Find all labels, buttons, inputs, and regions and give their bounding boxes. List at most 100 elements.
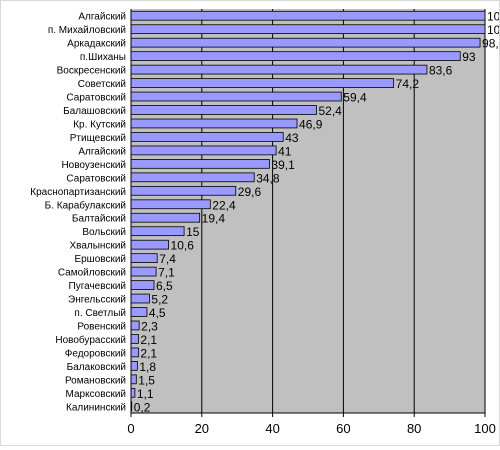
bar — [130, 64, 428, 75]
category-label: п.Шиханы — [80, 52, 126, 63]
value-label: 5,2 — [151, 293, 168, 307]
bar — [130, 293, 150, 304]
bar — [130, 91, 342, 102]
bar — [130, 10, 486, 21]
plot-area — [131, 9, 485, 413]
bar — [130, 307, 148, 317]
value-label: 1,1 — [137, 387, 154, 401]
x-tick-label: 0 — [127, 421, 134, 436]
category-labels: Алгайский п. Михайловский Аркадакский п.Ших… — [30, 12, 126, 414]
category-label: Самойловский — [58, 268, 126, 279]
category-label: Балашовский — [63, 106, 126, 117]
bar — [130, 172, 255, 183]
category-label: Советский — [78, 79, 126, 90]
bar — [130, 185, 237, 196]
bar — [130, 159, 270, 169]
bar — [130, 387, 136, 398]
value-label: 4,5 — [149, 306, 166, 320]
value-label: 15 — [186, 225, 200, 239]
bar — [130, 78, 395, 88]
value-label: 1,8 — [139, 360, 156, 374]
category-label: Марксовский — [66, 389, 126, 400]
category-label: п. Светлый — [74, 308, 126, 319]
category-label: Саратовский — [66, 93, 126, 104]
value-label: 100 — [487, 23, 499, 37]
value-label: 7,1 — [158, 266, 175, 280]
bar — [130, 374, 137, 385]
category-label: Алгайский — [78, 12, 126, 23]
category-label: Балаковский — [67, 362, 126, 373]
value-label: 52,4 — [318, 104, 342, 118]
value-label: 59,4 — [343, 91, 367, 105]
value-label: 1,5 — [138, 373, 155, 387]
x-tick-label: 40 — [265, 421, 279, 436]
value-label: 10,6 — [171, 239, 195, 253]
category-label: Калининский — [66, 402, 126, 413]
value-label: 6,5 — [156, 279, 173, 293]
category-label: Романовский — [65, 375, 126, 386]
value-label: 39,1 — [271, 158, 295, 172]
value-label: 98,6 — [482, 37, 499, 51]
bar — [130, 212, 201, 223]
gridlines — [201, 9, 486, 413]
value-label: 46,9 — [299, 117, 323, 131]
value-label: 93 — [462, 50, 476, 64]
bar — [130, 132, 284, 142]
value-label: 2,1 — [140, 333, 157, 347]
bar — [130, 51, 461, 61]
category-label: Кр. Кутский — [73, 119, 126, 130]
value-label: 7,4 — [159, 252, 176, 266]
category-label: Вольский — [82, 227, 126, 238]
bar — [130, 37, 481, 48]
value-label: 2,3 — [141, 319, 158, 333]
value-label: 83,6 — [429, 64, 453, 78]
category-label: Аркадакский — [67, 39, 126, 50]
value-label: 74,2 — [396, 77, 420, 91]
bar — [130, 145, 277, 156]
category-label: Новобурасский — [55, 334, 126, 346]
value-label: 29,6 — [238, 185, 262, 199]
value-label: 22,4 — [212, 198, 236, 212]
category-label: Краснопартизанский — [30, 187, 126, 198]
x-tick-label: 100 — [474, 421, 496, 436]
bar — [130, 334, 139, 344]
bars — [130, 10, 486, 412]
value-label: 43 — [285, 131, 299, 145]
x-axis-ticks: 0 20 40 60 80 100 — [127, 413, 496, 436]
category-label: Федоровский — [65, 348, 126, 359]
category-label: Ровенский — [77, 321, 126, 332]
category-label: Б. Карабулакский — [45, 199, 126, 211]
value-label: 0,2 — [134, 400, 151, 414]
bar — [130, 253, 158, 263]
bar — [130, 266, 157, 277]
bar — [130, 320, 140, 331]
category-label: п. Михайловский — [48, 25, 126, 36]
value-label: 19,4 — [202, 212, 226, 226]
value-label: 34,8 — [256, 171, 280, 185]
category-label: Новоузенский — [61, 160, 126, 171]
category-label: Хвалынский — [69, 241, 126, 252]
value-label: 2,1 — [140, 346, 157, 360]
bar — [130, 226, 185, 237]
value-labels: 10010098,69383,674,259,452,446,9434139,1… — [134, 10, 500, 415]
category-label: Саратовский — [66, 173, 126, 184]
category-label: Энгельсский — [68, 295, 126, 306]
bar — [130, 118, 298, 129]
x-tick-label: 60 — [336, 421, 350, 436]
bar — [130, 105, 317, 115]
bar — [130, 239, 169, 250]
category-label: Воскресенский — [57, 66, 126, 77]
x-tick-label: 20 — [195, 421, 209, 436]
bar — [130, 24, 486, 35]
category-label: Балтайский — [72, 214, 126, 225]
bar — [130, 280, 155, 290]
category-label: Ершовский — [74, 254, 126, 265]
x-tick-label: 80 — [407, 421, 421, 436]
value-label: 100 — [487, 10, 499, 24]
bar — [130, 361, 138, 371]
bar — [130, 347, 139, 358]
value-label: 41 — [278, 144, 292, 158]
category-label: Алгайский — [78, 146, 126, 157]
